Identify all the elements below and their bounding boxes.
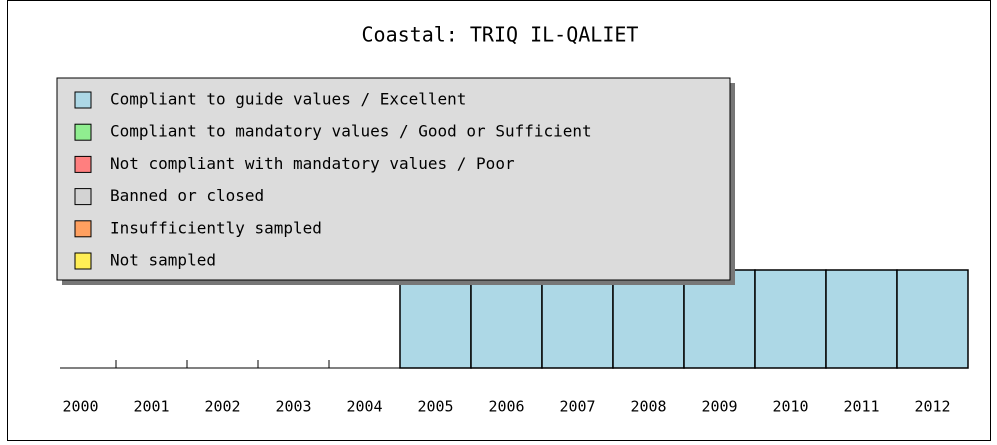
legend-label: Compliant to guide values / Excellent xyxy=(110,90,466,109)
legend-swatch xyxy=(74,91,92,109)
bar xyxy=(896,269,969,369)
x-tick-label: 2003 xyxy=(275,398,311,416)
bar xyxy=(683,269,756,369)
x-tick-label: 2004 xyxy=(346,398,382,416)
bar xyxy=(825,269,898,369)
x-tick-label: 2009 xyxy=(701,398,737,416)
x-tick-label: 2008 xyxy=(630,398,666,416)
legend-swatch xyxy=(74,252,92,270)
x-tick-label: 2001 xyxy=(133,398,169,416)
x-tick-label: 2012 xyxy=(914,398,950,416)
bar xyxy=(399,269,472,369)
legend-label: Banned or closed xyxy=(110,186,264,205)
legend-swatch xyxy=(74,220,92,238)
bar xyxy=(754,269,827,369)
legend-swatch xyxy=(74,155,92,173)
legend-label: Not sampled xyxy=(110,251,216,270)
legend-swatch xyxy=(74,188,92,206)
x-tick-label: 2000 xyxy=(62,398,98,416)
legend-swatch xyxy=(74,123,92,141)
legend-label: Compliant to mandatory values / Good or … xyxy=(110,122,592,141)
x-tick-label: 2006 xyxy=(488,398,524,416)
x-tick-label: 2007 xyxy=(559,398,595,416)
legend-label: Not compliant with mandatory values / Po… xyxy=(110,154,515,173)
x-tick-label: 2002 xyxy=(204,398,240,416)
chart-title: Coastal: TRIQ IL-QALIET xyxy=(362,23,639,47)
x-tick-label: 2011 xyxy=(843,398,879,416)
legend xyxy=(56,77,731,281)
x-tick-label: 2005 xyxy=(417,398,453,416)
bar xyxy=(541,269,614,369)
bar xyxy=(612,269,685,369)
legend-label: Insufficiently sampled xyxy=(110,218,322,237)
x-tick-label: 2010 xyxy=(772,398,808,416)
bar xyxy=(470,269,543,369)
